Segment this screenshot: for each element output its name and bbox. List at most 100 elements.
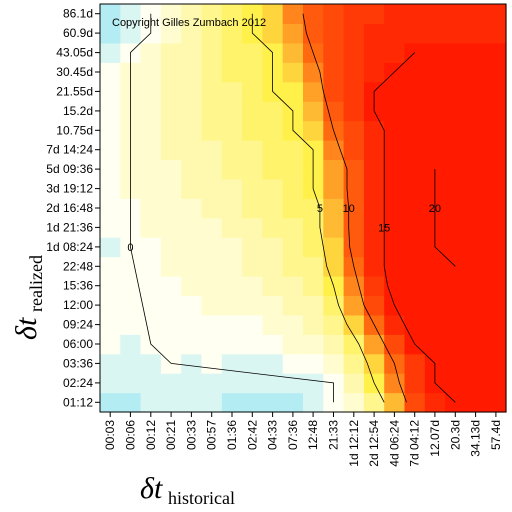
heatmap-cell — [160, 217, 182, 238]
heatmap-cell — [485, 276, 507, 297]
heatmap-cell — [303, 4, 324, 25]
heatmap-cell — [343, 276, 365, 297]
heatmap-cell — [404, 217, 426, 238]
heatmap-cell — [242, 217, 263, 238]
heatmap-cell — [221, 334, 243, 355]
heatmap-cell — [181, 178, 203, 199]
heatmap-cell — [160, 140, 182, 161]
y-tick-label: 03:36 — [63, 356, 93, 370]
heatmap-cell — [160, 392, 182, 413]
heatmap-cell — [323, 198, 345, 219]
heatmap-cell — [201, 23, 223, 44]
heatmap-cell — [140, 62, 162, 83]
y-tick-label: 22:48 — [63, 259, 93, 273]
y-tick-label: 2d 16:48 — [46, 201, 93, 215]
heatmap-cell — [120, 23, 142, 44]
heatmap-cell — [201, 81, 223, 102]
heatmap-cell — [140, 101, 162, 122]
contour-label: 15 — [378, 222, 390, 234]
heatmap-cell — [445, 314, 466, 335]
heatmap-cell — [303, 276, 324, 297]
heatmap-cell — [465, 140, 487, 161]
x-axis-subscript: historical — [168, 488, 235, 508]
heatmap-cell — [262, 353, 284, 374]
heatmap-cell — [424, 314, 446, 335]
y-tick-label: 7d 14:24 — [46, 143, 93, 157]
heatmap-cell — [384, 159, 406, 180]
heatmap-cell — [181, 120, 203, 141]
heatmap-cell — [343, 373, 365, 394]
heatmap-cell — [424, 101, 446, 122]
heatmap-cell — [140, 256, 162, 277]
heatmap-cell — [181, 62, 203, 83]
heatmap-cell — [160, 101, 182, 122]
heatmap-cell — [242, 198, 263, 219]
heatmap-cell — [242, 276, 263, 297]
heatmap-cell — [100, 217, 121, 238]
y-axis-symbol: δt — [10, 317, 43, 340]
heatmap-cell — [465, 276, 487, 297]
heatmap-cell — [465, 237, 487, 258]
y-axis-title: δt realized — [10, 255, 46, 340]
heatmap-cell — [343, 23, 365, 44]
heatmap-cell — [282, 334, 304, 355]
heatmap-cell — [140, 276, 162, 297]
heatmap-cell — [160, 373, 182, 394]
heatmap-cell — [343, 237, 365, 258]
heatmap-cell — [282, 62, 304, 83]
heatmap-cell — [201, 42, 223, 63]
heatmap-cell — [140, 373, 162, 394]
heatmap-cell — [282, 140, 304, 161]
y-tick-label: 1d 08:24 — [46, 240, 93, 254]
heatmap-cell — [465, 120, 487, 141]
heatmap-cell — [242, 237, 263, 258]
heatmap-cell — [201, 198, 223, 219]
heatmap-cell — [100, 198, 121, 219]
x-tick-label: 00:21 — [164, 420, 178, 450]
heatmap-cell — [445, 217, 466, 238]
heatmap-cell — [201, 276, 223, 297]
heatmap-cell — [485, 178, 507, 199]
heatmap-cell — [221, 237, 243, 258]
heatmap-cell — [140, 237, 162, 258]
heatmap-cell — [465, 101, 487, 122]
heatmap-cell — [303, 334, 324, 355]
contour-line — [251, 13, 385, 403]
heatmap-cell — [465, 217, 487, 238]
heatmap-cell — [262, 23, 284, 44]
heatmap-cell — [343, 140, 365, 161]
heatmap-cell — [404, 276, 426, 297]
heatmap-cell — [303, 314, 324, 335]
heatmap-cell — [100, 159, 121, 180]
heatmap-cell — [181, 217, 203, 238]
x-tick-label: 00:06 — [123, 420, 137, 450]
copyright-text: Copyright Gilles Zumbach 2012 — [112, 17, 266, 29]
heatmap-cell — [201, 217, 223, 238]
heatmap-cell — [404, 256, 426, 277]
contour-line — [130, 13, 334, 403]
heatmap-cell — [445, 4, 466, 25]
heatmap-cell — [140, 198, 162, 219]
heatmap-cell — [262, 237, 284, 258]
heatmap-cell — [221, 353, 243, 374]
heatmap-cell — [465, 373, 487, 394]
heatmap-cell — [242, 334, 263, 355]
heatmap-cell — [282, 178, 304, 199]
heatmap-cell — [424, 81, 446, 102]
x-axis-symbol: δt — [140, 472, 163, 505]
heatmap-cell — [242, 101, 263, 122]
heatmap-cell — [404, 373, 426, 394]
heatmap-cell — [160, 198, 182, 219]
heatmap-cell — [181, 373, 203, 394]
heatmap-cell — [465, 392, 487, 413]
y-tick-label: 01:12 — [63, 395, 93, 409]
heatmap-cell — [262, 198, 284, 219]
heatmap-cell — [242, 42, 263, 63]
heatmap-cell — [465, 334, 487, 355]
heatmap-cell — [303, 81, 324, 102]
heatmap-cell — [404, 237, 426, 258]
heatmap-cell — [384, 42, 406, 63]
heatmap-cell — [465, 353, 487, 374]
heatmap-cell — [485, 334, 507, 355]
heatmap-cell — [262, 120, 284, 141]
